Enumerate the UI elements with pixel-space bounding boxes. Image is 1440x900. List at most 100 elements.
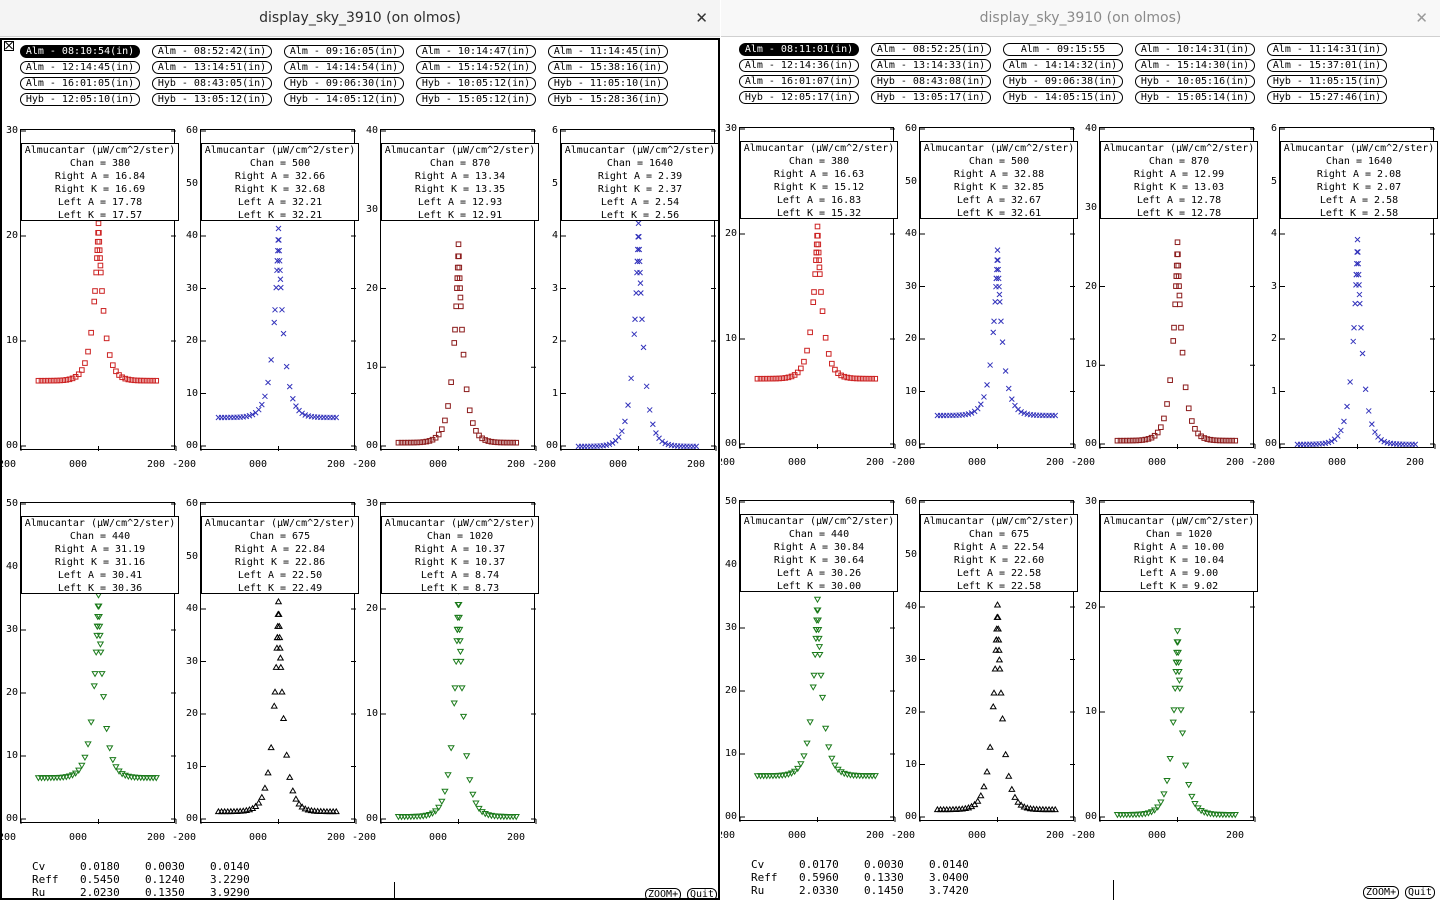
data-point: [625, 402, 631, 408]
scan-button[interactable]: Alm - 08:52:42(in): [152, 45, 272, 58]
data-point: [466, 777, 474, 784]
scan-button[interactable]: Alm - 15:37:01(in): [1267, 59, 1387, 72]
scan-button[interactable]: Alm - 15:38:16(in): [548, 61, 668, 74]
data-point: [79, 367, 85, 373]
close-icon[interactable]: ✕: [695, 9, 708, 27]
scan-button[interactable]: Hyb - 10:05:12(in): [416, 77, 536, 90]
scan-button[interactable]: Hyb - 14:05:12(in): [284, 93, 404, 106]
scan-button[interactable]: Alm - 15:14:52(in): [416, 61, 536, 74]
scan-button[interactable]: Alm - 08:52:25(in): [871, 43, 991, 56]
plot-data: [560, 130, 717, 451]
close-icon[interactable]: ✕: [1415, 9, 1428, 27]
scan-button[interactable]: Hyb - 08:43:05(in): [152, 77, 272, 90]
legend-line: Chan = 440: [788, 529, 850, 540]
scan-button[interactable]: Alm - 12:14:45(in): [20, 61, 140, 74]
legend-line: Left A = 30.41: [57, 570, 143, 581]
scan-button[interactable]: Alm - 10:14:31(in): [1135, 43, 1255, 56]
x-tick-label: 000: [1148, 830, 1167, 841]
scan-button[interactable]: Hyb - 14:05:15(in): [1003, 91, 1123, 104]
scan-button[interactable]: Alm - 11:14:31(in): [1267, 43, 1387, 56]
scan-button[interactable]: Alm - 15:14:30(in): [1135, 59, 1255, 72]
scan-button[interactable]: Hyb - 12:05:17(in): [739, 91, 859, 104]
data-point: [636, 258, 643, 265]
zoom-button[interactable]: ZOOM+: [645, 888, 682, 900]
data-point: [1185, 782, 1193, 789]
data-point: [800, 753, 808, 760]
x-tick-label: 200: [687, 459, 706, 470]
data-point: [1005, 385, 1012, 392]
scan-button[interactable]: Hyb - 11:05:10(in): [548, 77, 668, 90]
data-point: [246, 412, 253, 419]
x-tick-label: -200: [532, 459, 557, 470]
legend-line: Right K = 32.85: [953, 182, 1045, 193]
data-point: [1166, 756, 1174, 763]
scan-button[interactable]: Hyb - 08:43:08(in): [871, 75, 991, 88]
data-point: [994, 625, 1002, 632]
data-point: [779, 375, 786, 382]
stats-table: Cv 0.0170 0.0030 0.0140 Reff 0.5960 0.1330 3.04…: [751, 858, 994, 897]
y-tick-label: 20: [185, 335, 198, 346]
scan-button[interactable]: Alm - 11:14:45(in): [548, 45, 668, 58]
data-point: [998, 318, 1004, 325]
data-point: [965, 411, 972, 417]
data-point: [447, 745, 455, 752]
data-point: [1350, 338, 1357, 345]
scan-button[interactable]: Hyb - 15:28:36(in): [548, 93, 668, 106]
scan-button[interactable]: Hyb - 13:05:12(in): [152, 93, 272, 106]
data-point: [1352, 300, 1359, 307]
scan-button[interactable]: Hyb - 10:05:16(in): [1135, 75, 1255, 88]
y-tick-label: 00: [724, 438, 737, 449]
scan-button[interactable]: Hyb - 15:05:14(in): [1135, 91, 1255, 104]
almucantar-plot: 30 20 10 00 Almucantar (µW/cm^2/ster) Chan = …: [721, 124, 898, 477]
data-point: [782, 375, 789, 381]
data-point: [1355, 260, 1362, 267]
data-point: [479, 435, 485, 442]
scan-button[interactable]: Alm - 13:14:51(in): [152, 61, 272, 74]
data-point: [853, 375, 860, 382]
scan-button[interactable]: Alm - 16:01:07(in): [739, 75, 859, 88]
scan-button[interactable]: Hyb - 13:05:17(in): [871, 91, 991, 104]
data-point: [1158, 424, 1164, 430]
scan-button[interactable]: Alm - 13:14:33(in): [871, 59, 991, 72]
scan-button[interactable]: Alm - 08:11:01(in): [739, 43, 859, 56]
stats-cell: 3.2290: [210, 873, 250, 886]
data-point: [1167, 377, 1173, 383]
data-point: [78, 762, 86, 770]
scan-button[interactable]: Hyb - 09:06:30(in): [284, 77, 404, 90]
scan-button[interactable]: Hyb - 12:05:10(in): [20, 93, 140, 106]
data-point: [95, 603, 103, 610]
scan-button[interactable]: Alm - 14:14:54(in): [284, 61, 404, 74]
scan-button[interactable]: Hyb - 15:27:46(in): [1267, 91, 1387, 104]
y-tick-label: 40: [185, 230, 198, 241]
data-point: [264, 769, 272, 776]
data-point: [1163, 778, 1171, 785]
scan-button[interactable]: Alm - 14:14:32(in): [1003, 59, 1123, 72]
plot-legend: Almucantar (µW/cm^2/ster) Chan = 1020 Righ…: [1100, 514, 1258, 592]
window-titlebar[interactable]: display_sky_3910 (on olmos) ✕: [721, 0, 1440, 37]
y-tick-label: 20: [904, 706, 917, 717]
data-point: [993, 275, 1000, 282]
quit-button[interactable]: Quit: [687, 888, 718, 900]
data-point: [1052, 412, 1059, 419]
legend-line: Left A = 9.00: [1139, 568, 1219, 579]
scan-button[interactable]: Alm - 12:14:36(in): [739, 59, 859, 72]
zoom-button[interactable]: ZOOM+: [1363, 886, 1400, 899]
scan-button[interactable]: Hyb - 15:05:12(in): [416, 93, 536, 106]
scan-button[interactable]: Alm - 09:15:55: [1003, 43, 1123, 56]
data-point: [497, 439, 504, 446]
scan-button[interactable]: Hyb - 09:06:38(in): [1003, 75, 1123, 88]
data-point: [1204, 436, 1211, 442]
scan-button[interactable]: Alm - 09:16:05(in): [284, 45, 404, 58]
close-box-icon[interactable]: [4, 41, 14, 51]
scan-button[interactable]: Hyb - 11:05:15(in): [1267, 75, 1387, 88]
quit-button[interactable]: Quit: [1405, 886, 1436, 899]
x-tick-label: 200: [866, 457, 885, 468]
scan-button[interactable]: Alm - 08:10:54(in): [20, 45, 140, 58]
plot-axes: 50 40 30 20 10 00 Almucantar (µW/cm^2/ster) Cha…: [6, 499, 179, 824]
scan-button[interactable]: Alm - 10:14:47(in): [416, 45, 536, 58]
x-tick-label: -200: [1071, 830, 1096, 841]
scan-button[interactable]: Alm - 16:01:05(in): [20, 77, 140, 90]
window-titlebar[interactable]: display_sky_3910 (on olmos) ✕: [0, 0, 720, 37]
data-point: [279, 306, 285, 313]
data-point: [815, 644, 824, 651]
